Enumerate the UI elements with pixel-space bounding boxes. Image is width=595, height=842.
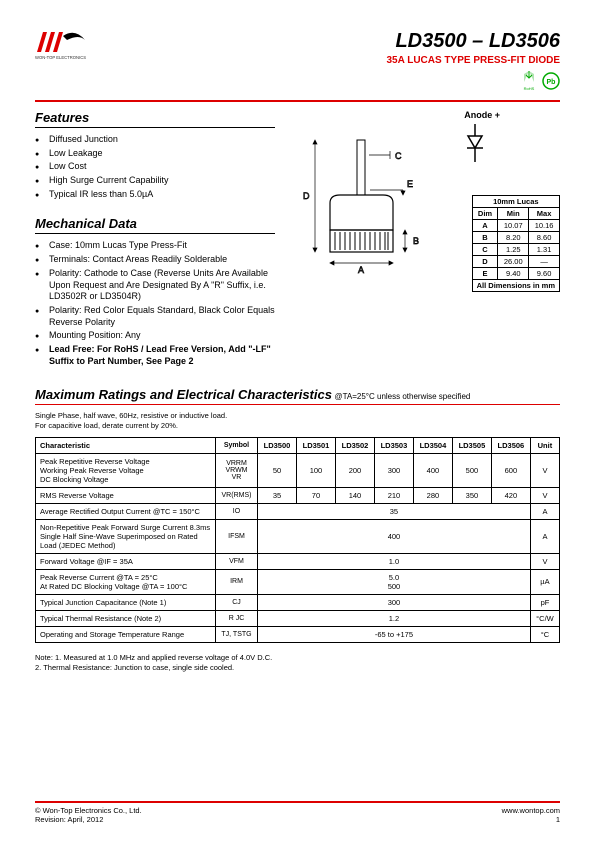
table-row: Peak Reverse Current @TA = 25°C At Rated… [36,569,560,594]
svg-text:Pb: Pb [547,79,556,86]
ratings-col-header: LD3505 [452,437,491,453]
footer-revision: Revision: April, 2012 [35,815,142,824]
mechanical-heading: Mechanical Data [35,216,275,234]
table-row: Typical Junction Capacitance (Note 1) CJ… [36,594,560,610]
table-row: Non-Repetitive Peak Forward Surge Curren… [36,519,560,553]
ratings-condition: @TA=25°C unless otherwise specified [334,392,470,401]
table-row: Forward Voltage @IF = 35A VFM 1.0 V [36,553,560,569]
mechanical-item: Case: 10mm Lucas Type Press-Fit [35,240,275,252]
table-row: Operating and Storage Temperature Range … [36,626,560,642]
ratings-table: Characteristic Symbol LD3500 LD3501 LD35… [35,437,560,643]
ratings-col-header: Characteristic [36,437,216,453]
features-list: Diffused Junction Low Leakage Low Cost H… [35,134,275,200]
ratings-top-notes: Single Phase, half wave, 60Hz, resistive… [35,411,560,431]
mechanical-item: Polarity: Cathode to Case (Reverse Units… [35,268,275,303]
mechanical-item: Terminals: Contact Areas Readily Soldera… [35,254,275,266]
ratings-col-header: LD3501 [296,437,335,453]
package-diagram-area: Anode + [285,110,560,290]
ratings-col-header: LD3502 [335,437,374,453]
svg-text:E: E [407,179,413,189]
ratings-heading: Maximum Ratings and Electrical Character… [35,387,332,402]
subtitle: 35A LUCAS TYPE PRESS-FIT DIODE [386,55,560,66]
mechanical-item: Mounting Position: Any [35,330,275,342]
footer-copyright: © Won-Top Electronics Co., Ltd. [35,806,142,815]
dimensions-table: 10mm Lucas Dim Min Max A10.0710.16 B8.20… [472,195,560,292]
mechanical-item: Polarity: Red Color Equals Standard, Bla… [35,305,275,328]
feature-item: Low Leakage [35,148,275,160]
ratings-col-header: LD3504 [413,437,452,453]
dim-col-header: Dim [472,208,498,220]
table-row: Typical Thermal Resistance (Note 2) R JC… [36,610,560,626]
anode-label: Anode + [464,110,500,120]
features-heading: Features [35,110,275,128]
svg-text:A: A [358,265,364,275]
feature-item: High Surge Current Capability [35,175,275,187]
rohs-badge-icon: RoHS [520,70,538,92]
feature-item: Low Cost [35,161,275,173]
table-row: Peak Repetitive Reverse Voltage Working … [36,453,560,487]
page-header: WON-TOP ELECTRONICS LD3500 – LD3506 35A … [35,30,560,92]
ratings-footnote: Note: 1. Measured at 1.0 MHz and applied… [35,653,560,674]
dim-table-footer: All Dimensions in mm [472,280,559,292]
compliance-badges: RoHS Pb [386,70,560,92]
footer-page: 1 [502,815,560,824]
part-number-title: LD3500 – LD3506 [386,30,560,53]
ratings-col-header: LD3506 [491,437,530,453]
dim-table-title: 10mm Lucas [472,196,559,208]
dim-col-header: Min [498,208,529,220]
ratings-divider [35,404,560,405]
svg-text:C: C [395,151,402,161]
diode-symbol-icon [460,124,490,164]
dim-col-header: Max [529,208,560,220]
footer-url: www.wontop.com [502,806,560,815]
svg-text:B: B [413,236,419,246]
svg-text:D: D [303,191,310,201]
feature-item: Typical IR less than 5.0µA [35,189,275,201]
ratings-col-header: LD3500 [258,437,297,453]
page-footer: © Won-Top Electronics Co., Ltd. Revision… [35,801,560,824]
feature-item: Diffused Junction [35,134,275,146]
svg-text:WON-TOP ELECTRONICS: WON-TOP ELECTRONICS [35,55,86,60]
mechanical-list: Case: 10mm Lucas Type Press-Fit Terminal… [35,240,275,367]
ratings-col-header: Symbol [216,437,258,453]
mechanical-leadfree: Lead Free: For RoHS / Lead Free Version,… [35,344,275,367]
ratings-col-header: LD3503 [374,437,413,453]
title-area: LD3500 – LD3506 35A LUCAS TYPE PRESS-FIT… [386,30,560,92]
table-row: RMS Reverse Voltage VR(RMS) 357014021028… [36,487,560,503]
company-logo-icon: WON-TOP ELECTRONICS [35,30,90,60]
table-row: Average Rectified Output Current @TC = 1… [36,503,560,519]
package-outline-icon: A B C D E [295,135,435,285]
logo-area: WON-TOP ELECTRONICS [35,30,90,60]
ratings-col-header: Unit [530,437,559,453]
pb-free-badge-icon: Pb [542,70,560,92]
svg-text:RoHS: RoHS [524,86,535,91]
header-divider [35,100,560,102]
